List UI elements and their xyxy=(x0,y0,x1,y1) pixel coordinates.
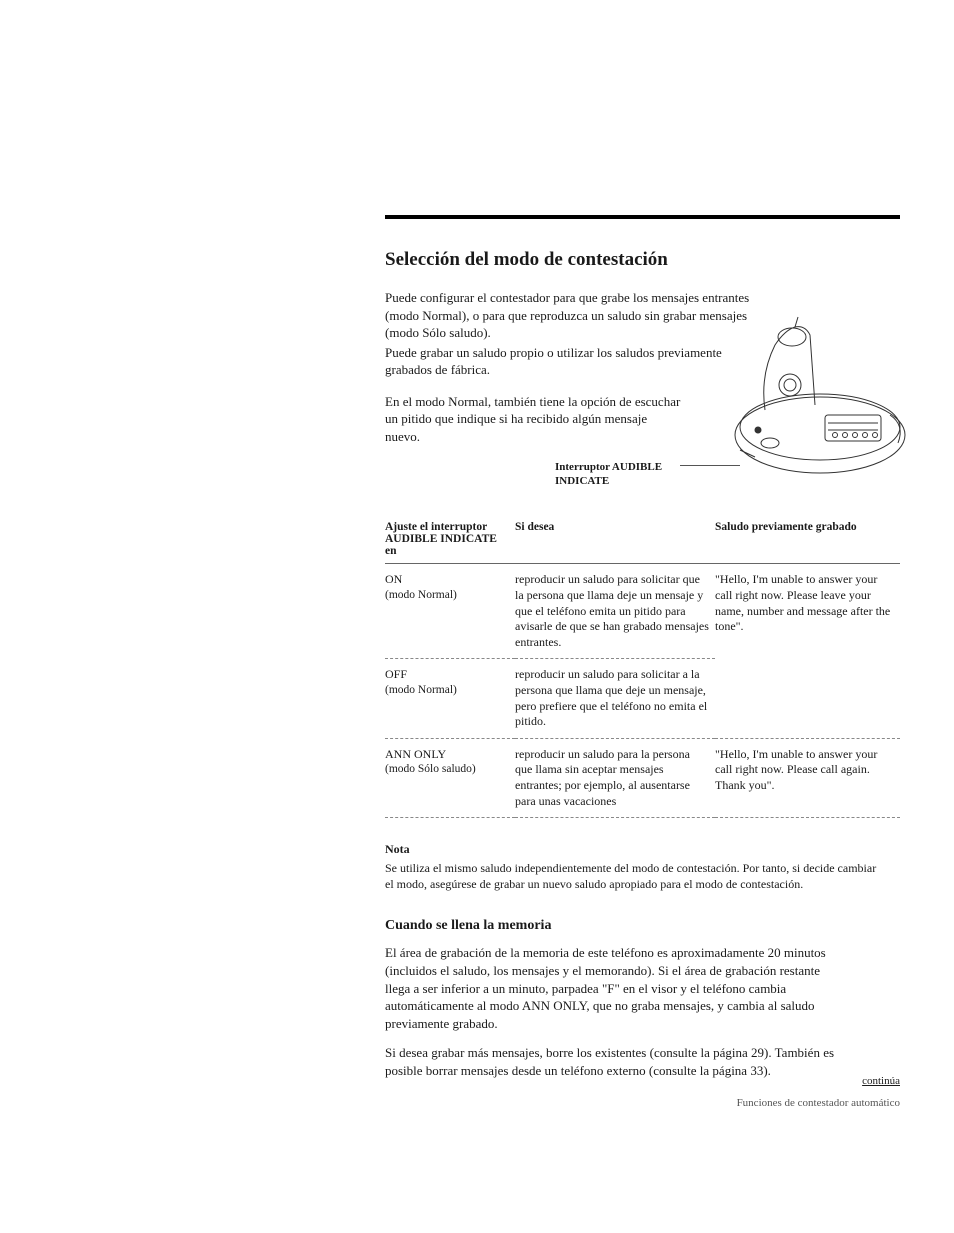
prerecorded-greeting: "Hello, I'm unable to answer your call r… xyxy=(715,738,900,817)
continua-label: continúa xyxy=(862,1075,900,1087)
switch-indicator-line xyxy=(680,465,740,466)
memory-paragraph-2: Si desea grabar más mensajes, borre los … xyxy=(385,1044,845,1079)
page-title: Selección del modo de contestación xyxy=(385,249,900,271)
settings-table: Ajuste el interruptor AUDIBLE INDICATE e… xyxy=(385,515,900,818)
table-header-desc: Si desea xyxy=(515,515,715,564)
th1-l1: Ajuste el interruptor xyxy=(385,521,487,533)
note-text: Se utiliza el mismo saludo independiente… xyxy=(385,860,885,892)
th1-l2: AUDIBLE INDICATE en xyxy=(385,533,497,557)
table-header-greeting: Saludo previamente grabado xyxy=(715,515,900,564)
setting-value: OFF xyxy=(385,667,407,681)
note-title: Nota xyxy=(385,842,900,857)
page-content: Selección del modo de contestación Puede… xyxy=(385,215,900,1079)
table-row: ON (modo Normal) reproducir un saludo pa… xyxy=(385,564,900,659)
switch-label-line2: INDICATE xyxy=(555,475,609,487)
setting-desc: reproducir un saludo para solicitar que … xyxy=(515,564,715,659)
memory-heading: Cuando se llena la memoria xyxy=(385,918,900,934)
memory-paragraph-1: El área de grabación de la memoria de es… xyxy=(385,944,845,1032)
prerecorded-greeting: "Hello, I'm unable to answer your call r… xyxy=(715,564,900,738)
setting-value: ON xyxy=(385,572,402,586)
setting-mode: (modo Normal) xyxy=(385,683,509,698)
setting-value: ANN ONLY xyxy=(385,747,446,761)
setting-mode: (modo Sólo saludo) xyxy=(385,762,509,777)
table-row: ANN ONLY (modo Sólo saludo) reproducir u… xyxy=(385,738,900,817)
setting-mode: (modo Normal) xyxy=(385,588,509,603)
switch-label-line1: Interruptor AUDIBLE xyxy=(555,461,662,473)
setting-desc: reproducir un saludo para la persona que… xyxy=(515,738,715,817)
intro-paragraph-1b: Puede grabar un saludo propio o utilizar… xyxy=(385,344,755,379)
setting-desc: reproducir un saludo para solicitar a la… xyxy=(515,659,715,738)
intro-paragraph-1a: Puede configurar el contestador para que… xyxy=(385,289,755,342)
switch-label: Interruptor AUDIBLE INDICATE xyxy=(555,460,662,489)
note-section: Nota Se utiliza el mismo saludo independ… xyxy=(385,842,900,892)
page-footer: Funciones de contestador automático xyxy=(737,1097,900,1109)
phone-illustration xyxy=(710,315,910,485)
intro-paragraph-2: En el modo Normal, también tiene la opci… xyxy=(385,393,685,446)
table-header-setting: Ajuste el interruptor AUDIBLE INDICATE e… xyxy=(385,515,515,564)
top-rule xyxy=(385,215,900,219)
